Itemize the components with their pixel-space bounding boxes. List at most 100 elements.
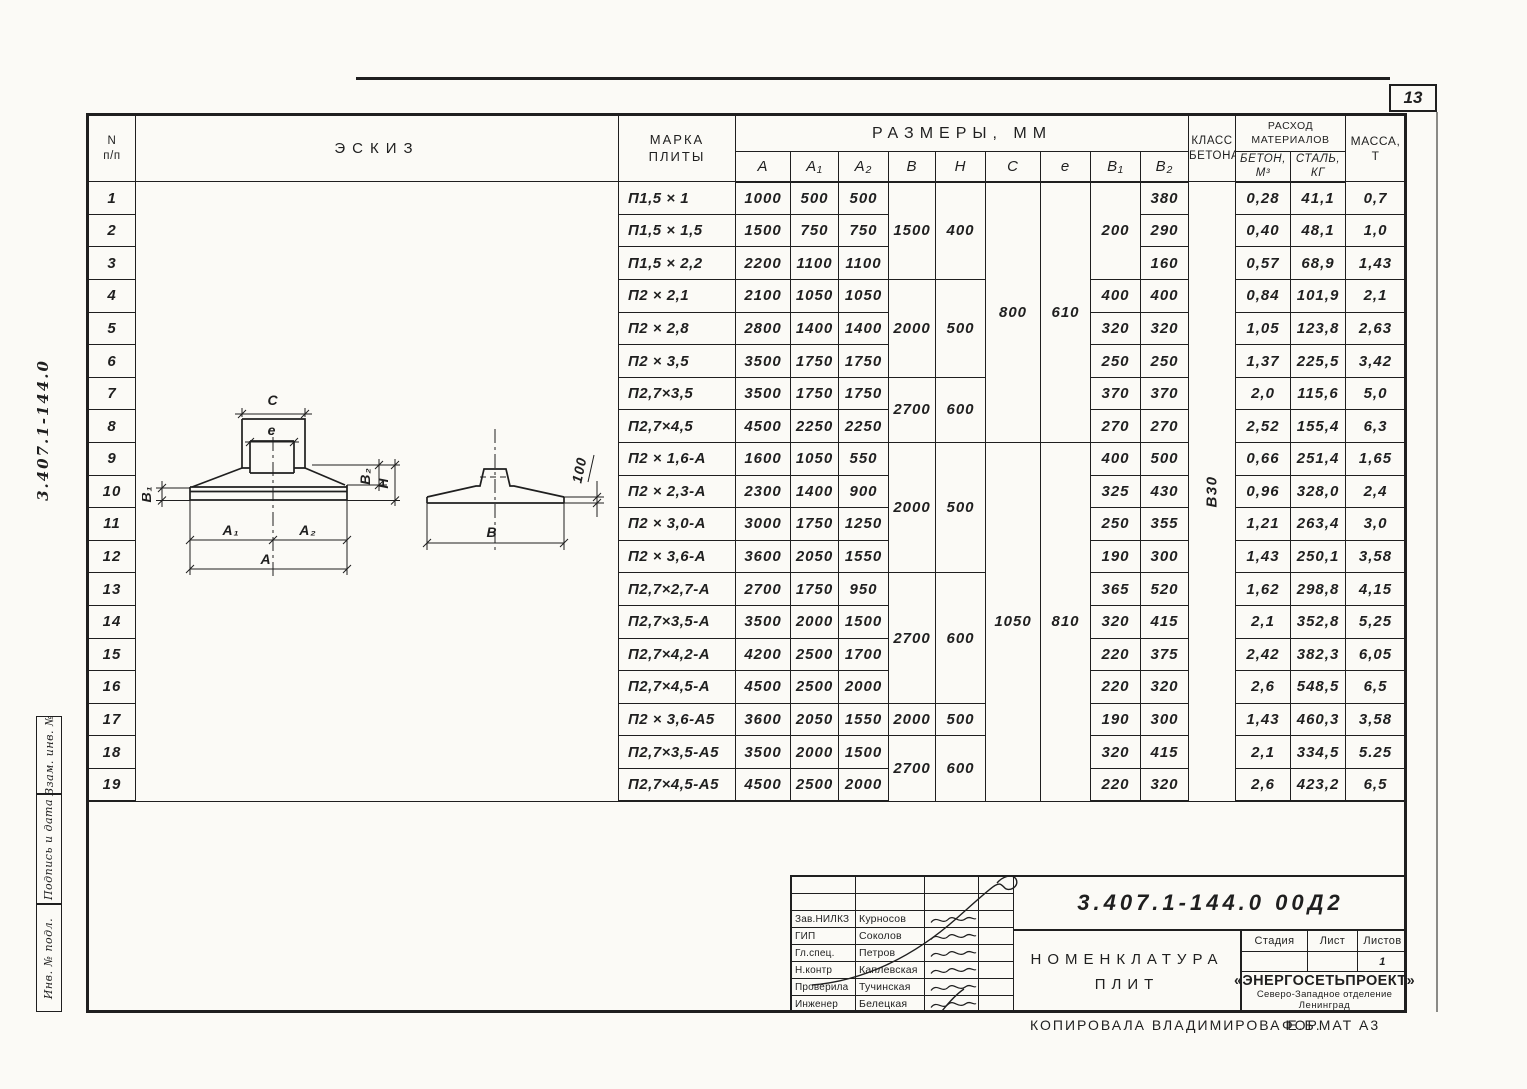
titleblock-empty-cell — [856, 894, 925, 911]
cell-e-row9: 810 — [1040, 442, 1091, 802]
cell-B1-row19: 220 — [1090, 767, 1141, 803]
date-cell-5 — [979, 979, 1014, 996]
stage-label: Стадия — [1242, 931, 1308, 952]
table-row-3: 3 П1,5 × 2,2 2200 1100 1100 160 0,57 68,9 1,43 — [88, 246, 1407, 281]
cell-A1-row1: 500 — [790, 181, 839, 215]
cell-n-row11: 11 — [88, 507, 136, 541]
cell-A-row18: 3500 — [735, 735, 791, 769]
cell-B-row13: 2700 — [888, 572, 936, 704]
sketch-dim-labels: С е В₁ В₂ Н А₁ А₂ А В 100 — [142, 392, 590, 567]
signature-squiggle — [930, 933, 977, 940]
role-name-3: Петров — [856, 945, 925, 962]
cell-A1-row7: 1750 — [790, 376, 839, 411]
role-label-3: Гл.спец. — [792, 945, 856, 962]
margin-box-inv-podl: Инв. № подл. — [36, 904, 62, 1012]
header-num: N п/п — [88, 114, 136, 183]
cell-beton-row11: 1,21 — [1235, 507, 1292, 541]
cell-stal-row2: 48,1 — [1290, 213, 1347, 248]
cell-B1-row14: 320 — [1090, 604, 1141, 639]
cell-beton-row4: 0,84 — [1235, 279, 1292, 313]
left-section-outline — [189, 418, 348, 502]
role-name-2: Соколов — [856, 928, 925, 945]
cell-stal-row16: 548,5 — [1290, 670, 1347, 704]
cell-A2-row7: 1750 — [838, 376, 889, 411]
cell-beton-row15: 2,42 — [1235, 637, 1292, 672]
cell-C-row1: 800 — [985, 181, 1041, 443]
header-col-B1: В₁ — [1090, 150, 1141, 183]
role-name-5: Тучинская — [856, 979, 925, 996]
cell-n-row13: 13 — [88, 572, 136, 606]
nomenclature-table: N п/п ЭСКИЗ МАРКА ПЛИТЫ РАЗМЕРЫ, ММ КЛАС… — [88, 114, 1407, 803]
role-name-1: Курносов — [856, 911, 925, 928]
cell-n-row9: 9 — [88, 442, 136, 476]
cell-mark-row13: П2,7×2,7-А — [618, 572, 736, 606]
cell-A2-row11: 1250 — [838, 507, 889, 541]
signature-squiggle — [930, 1001, 977, 1008]
cell-massa-row3: 1,43 — [1345, 246, 1407, 281]
cell-stal-row17: 460,3 — [1290, 702, 1347, 737]
sheet-value — [1308, 952, 1358, 972]
table-row-9: 9 П2 × 1,6-А 1600 1050 550 2000 500 1050 810 400 5… — [88, 441, 1407, 802]
cell-massa-row16: 6,5 — [1345, 670, 1407, 704]
cell-massa-row14: 5,25 — [1345, 604, 1407, 639]
cell-beton-row10: 0,96 — [1235, 474, 1292, 509]
cell-stal-row9: 251,4 — [1290, 442, 1347, 476]
cell-beton-row19: 2,6 — [1235, 767, 1292, 803]
cell-beton-row5: 1,05 — [1235, 311, 1292, 346]
cell-B-row1: 1500 — [888, 181, 936, 281]
cell-B1-row16: 220 — [1090, 670, 1141, 704]
signature-cell-6 — [925, 996, 979, 1013]
cell-B-row18: 2700 — [888, 735, 936, 802]
right-border-rule — [1436, 112, 1438, 1012]
cell-B-row4: 2000 — [888, 279, 936, 378]
cell-n-row19: 19 — [88, 767, 136, 803]
header-mass: МАССА, Т — [1345, 114, 1407, 183]
organization-branch: Северо-Западное отделение — [1256, 989, 1393, 1000]
cell-H-row13: 600 — [935, 572, 986, 704]
cell-H-row4: 500 — [935, 279, 986, 378]
margin-box-podpis-data: Подпись и дата — [36, 794, 62, 904]
table-row-14: 14 П2,7×3,5-А 3500 2000 1500 320 415 2,1 352,8 5,… — [88, 604, 1407, 639]
cell-stal-row6: 225,5 — [1290, 344, 1347, 378]
cell-A1-row14: 2000 — [790, 604, 839, 639]
cell-mark-row4: П2 × 2,1 — [618, 279, 736, 313]
cell-A2-row6: 1750 — [838, 344, 889, 378]
cell-A1-row16: 2500 — [790, 670, 839, 704]
cell-A1-row11: 1750 — [790, 507, 839, 541]
cell-H-row17: 500 — [935, 702, 986, 737]
cell-mark-row11: П2 × 3,0-А — [618, 507, 736, 541]
cell-B1-row4: 400 — [1090, 279, 1141, 313]
cell-n-row3: 3 — [88, 246, 136, 281]
cell-n-row14: 14 — [88, 604, 136, 639]
header-col-stal: СТАЛЬ, КГ — [1290, 150, 1347, 183]
cell-A-row15: 4200 — [735, 637, 791, 672]
cell-massa-row13: 4,15 — [1345, 572, 1407, 606]
cell-beton-row2: 0,40 — [1235, 213, 1292, 248]
cell-massa-row11: 3,0 — [1345, 507, 1407, 541]
header-col-A: А — [735, 150, 791, 183]
cell-B2-row1: 380 — [1139, 181, 1190, 215]
cell-A1-row12: 2050 — [790, 539, 839, 574]
cell-B1-row6: 250 — [1090, 344, 1141, 378]
cell-A1-row18: 2000 — [790, 735, 839, 769]
signature-squiggle — [930, 984, 977, 991]
concrete-class-value: В30 — [1203, 475, 1221, 508]
cell-B-row17: 2000 — [888, 702, 936, 737]
cell-mark-row19: П2,7×4,5-А5 — [618, 767, 736, 803]
cell-A1-row8: 2250 — [790, 409, 839, 443]
cell-n-row16: 16 — [88, 670, 136, 704]
cell-massa-row18: 5.25 — [1345, 735, 1407, 769]
cell-n-row12: 12 — [88, 539, 136, 574]
cell-massa-row5: 2,63 — [1345, 311, 1407, 346]
role-label-1: Зав.НИЛКЗ — [792, 911, 856, 928]
cell-beton-row8: 2,52 — [1235, 409, 1292, 443]
cell-A1-row2: 750 — [790, 213, 839, 248]
cell-massa-row7: 5,0 — [1345, 376, 1407, 411]
cell-A-row7: 3500 — [735, 376, 791, 411]
role-label-2: ГИП — [792, 928, 856, 945]
cell-A-row3: 2200 — [735, 246, 791, 281]
header-col-B: В — [888, 150, 936, 183]
format-line: ФОРМАТ А3 — [1282, 1017, 1381, 1033]
cell-beton-row16: 2,6 — [1235, 670, 1292, 704]
